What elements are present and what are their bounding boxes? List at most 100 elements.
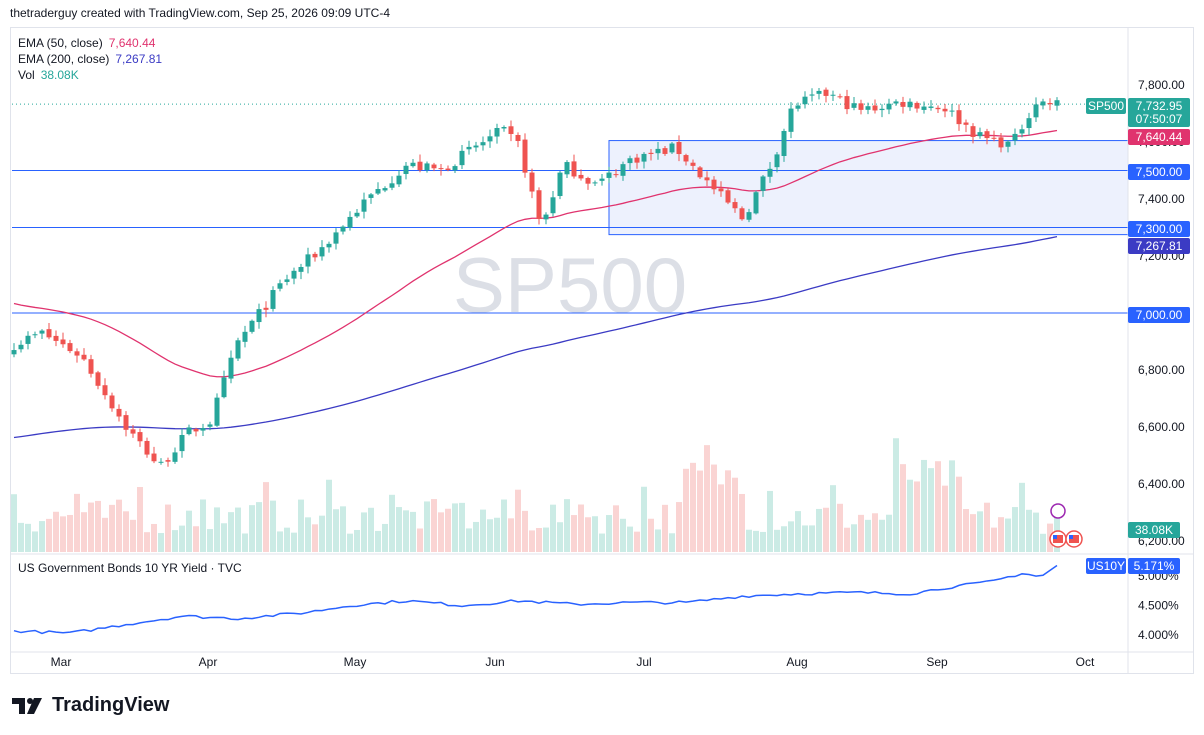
candle[interactable] [732,198,738,213]
candle[interactable] [326,241,332,253]
candle[interactable] [11,343,17,358]
candle[interactable] [823,87,829,103]
candle[interactable] [403,161,409,180]
candle[interactable] [578,169,584,181]
candle[interactable] [501,125,507,132]
candle[interactable] [1019,124,1025,138]
candle[interactable] [410,159,416,168]
candle[interactable] [781,128,787,162]
candle[interactable] [494,123,500,144]
candle[interactable] [1054,97,1060,111]
candle[interactable] [32,331,38,339]
us-flag-event-icon[interactable] [1049,530,1067,548]
candle[interactable] [634,153,640,169]
ema50-price-tag[interactable]: 7,640.44 [1128,129,1190,145]
candle[interactable] [116,404,122,422]
candle[interactable] [928,100,934,111]
candle[interactable] [228,350,234,384]
candle[interactable] [571,154,577,179]
candle[interactable] [564,160,570,178]
candle[interactable] [1033,97,1039,123]
candle[interactable] [200,423,206,437]
candle[interactable] [788,102,794,139]
candle[interactable] [858,99,864,115]
bar-countdown-tag[interactable]: 07:50:07 [1128,111,1190,127]
candle[interactable] [648,149,654,161]
legend-vol[interactable]: Vol 38.08K [18,67,79,83]
candle[interactable] [207,421,213,431]
candle[interactable] [221,370,227,399]
candle[interactable] [382,186,388,193]
candle[interactable] [130,424,136,438]
lightning-event-icon[interactable] [1050,503,1066,519]
candle[interactable] [333,228,339,250]
candle[interactable] [1026,112,1032,136]
candle[interactable] [599,174,605,186]
sub-symbol-tag[interactable]: US10Y [1086,558,1126,574]
candle[interactable] [158,458,164,465]
candle[interactable] [753,190,759,215]
candle[interactable] [340,225,346,235]
ema50-line[interactable] [13,129,1058,378]
candle[interactable] [816,88,822,100]
candle[interactable] [298,263,304,280]
consolidation-range-box[interactable] [608,140,1129,236]
candle[interactable] [655,142,661,160]
candle[interactable] [970,123,976,144]
candle[interactable] [95,370,101,390]
candle[interactable] [270,286,276,312]
candle[interactable] [123,411,129,437]
candle[interactable] [74,348,80,363]
volume-tag[interactable]: 38.08K [1128,522,1180,538]
candle[interactable] [613,169,619,178]
candle[interactable] [1040,98,1046,110]
candle[interactable] [319,240,325,261]
candle[interactable] [25,331,31,350]
candle[interactable] [739,206,745,221]
level-7000-tag[interactable]: 7,000.00 [1128,307,1190,323]
us10y-yield-line[interactable] [13,564,1058,635]
candle[interactable] [767,162,773,183]
candle[interactable] [256,303,262,329]
candle[interactable] [690,159,696,171]
candle[interactable] [606,166,612,183]
candle[interactable] [81,348,87,361]
candle[interactable] [837,93,843,99]
candle[interactable] [830,90,836,101]
candle[interactable] [921,101,927,114]
candle[interactable] [1047,98,1053,111]
candle[interactable] [151,446,157,464]
candle[interactable] [963,119,969,133]
level-7300-tag[interactable]: 7,300.00 [1128,221,1190,237]
tradingview-logo[interactable]: TradingView [12,694,169,717]
candle[interactable] [109,392,115,412]
candle[interactable] [53,330,59,347]
candle[interactable] [291,267,297,285]
candle[interactable] [179,428,185,458]
candle[interactable] [452,164,458,173]
candle[interactable] [88,354,94,378]
candle[interactable] [46,322,52,340]
candle[interactable] [172,447,178,464]
candle[interactable] [396,170,402,187]
candle[interactable] [795,102,801,112]
candle[interactable] [935,105,941,114]
sub-last-tag[interactable]: 5.171% [1128,558,1180,574]
ema200-price-tag[interactable]: 7,267.81 [1128,238,1190,254]
candle[interactable] [235,337,241,361]
candle[interactable] [165,457,171,467]
candle[interactable] [186,424,192,436]
candle[interactable] [949,104,955,117]
level-7500-tag[interactable]: 7,500.00 [1128,164,1190,180]
last-price-tag[interactable]: 7,732.95 [1128,98,1190,114]
candle[interactable] [60,332,66,348]
candle[interactable] [886,98,892,115]
candle[interactable] [725,188,731,205]
candle[interactable] [844,89,850,115]
candle[interactable] [942,104,948,118]
candle[interactable] [417,154,423,173]
candle[interactable] [746,208,752,223]
candle[interactable] [956,104,962,131]
candle[interactable] [459,144,465,170]
candle[interactable] [375,182,381,195]
